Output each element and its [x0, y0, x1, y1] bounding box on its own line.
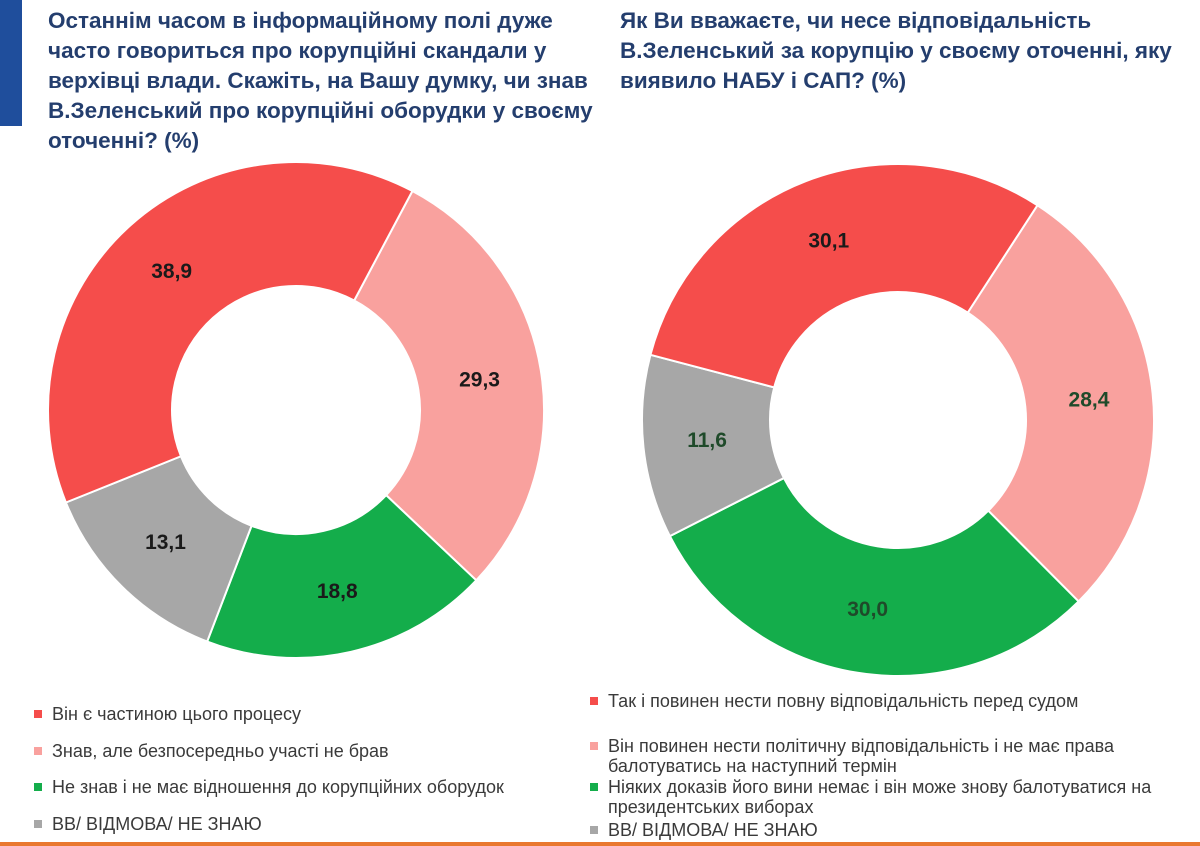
right-slice-label-3: 11,6: [687, 429, 727, 452]
right-slice-2: [668, 476, 1080, 677]
bottom-strip: [0, 842, 1200, 846]
right-slice-label-1: 28,4: [1069, 389, 1110, 412]
legend-label: Не знав і не має відношення до корупційн…: [52, 777, 504, 797]
left-slice-3: [64, 454, 253, 643]
legend-marker: [590, 826, 598, 834]
legend-marker: [590, 742, 598, 750]
legend-marker: [590, 783, 598, 791]
legend-item-right-3: ВВ/ ВІДМОВА/ НЕ ЗНАЮ: [590, 820, 818, 840]
legend-item-right-1: Він повинен нести політичну відповідальн…: [590, 736, 1190, 776]
chart-title-left: Останнім часом в інформаційному полі дуж…: [48, 8, 593, 153]
left-slice-label-2: 18,8: [317, 580, 358, 603]
left-slice-0: [47, 161, 414, 504]
legend-label: Так і повинен нести повну відповідальніс…: [608, 691, 1079, 711]
legend-marker: [34, 710, 42, 718]
chart-title-right: Як Ви вважаєте, чи несе відповідальність…: [620, 8, 1172, 93]
legend-marker: [34, 783, 42, 791]
legend-item-left-3: ВВ/ ВІДМОВА/ НЕ ЗНАЮ: [34, 814, 262, 834]
legend-label: ВВ/ ВІДМОВА/ НЕ ЗНАЮ: [52, 814, 262, 834]
legend-marker: [590, 697, 598, 705]
right-slice-1: [966, 203, 1155, 603]
right-slice-label-0: 30,1: [808, 229, 849, 252]
legend-label: Він є частиною цього процесу: [52, 704, 302, 724]
left-slice-label-0: 38,9: [151, 260, 192, 283]
right-slice-0: [649, 163, 1039, 389]
legend-label: Знав, але безпосередньо участі не брав: [52, 741, 389, 761]
legend-item-right-2: Ніяких доказів його вини немає і він мож…: [590, 777, 1190, 817]
legend-label: Він повинен нести політичну відповідальн…: [608, 736, 1114, 776]
legend-marker: [34, 747, 42, 755]
legend-item-left-0: Він є частиною цього процесу: [34, 704, 301, 724]
legend-marker: [34, 820, 42, 828]
legend-label: ВВ/ ВІДМОВА/ НЕ ЗНАЮ: [608, 820, 818, 840]
accent-bar: [0, 0, 22, 126]
left-slice-1: [352, 189, 545, 582]
left-slice-2: [205, 493, 478, 659]
right-slice-label-2: 30,0: [847, 598, 888, 621]
left-slice-label-3: 13,1: [145, 531, 186, 554]
legend-item-right-0: Так і повинен нести повну відповідальніс…: [590, 691, 1078, 711]
legend-item-left-1: Знав, але безпосередньо участі не брав: [34, 741, 389, 761]
legend-label: Ніяких доказів його вини немає і він мож…: [608, 777, 1152, 817]
left-slice-label-1: 29,3: [459, 368, 500, 391]
legend-item-left-2: Не знав і не має відношення до корупційн…: [34, 777, 504, 797]
